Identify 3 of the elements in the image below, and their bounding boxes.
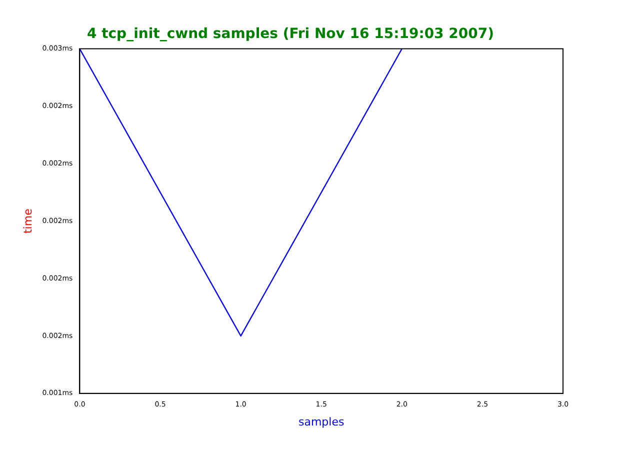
chart-title: 4 tcp_init_cwnd samples (Fri Nov 16 15:19:03 2007) bbox=[86, 26, 494, 42]
y-axis-title: time bbox=[21, 208, 34, 234]
x-axis-title: samples bbox=[298, 415, 344, 428]
